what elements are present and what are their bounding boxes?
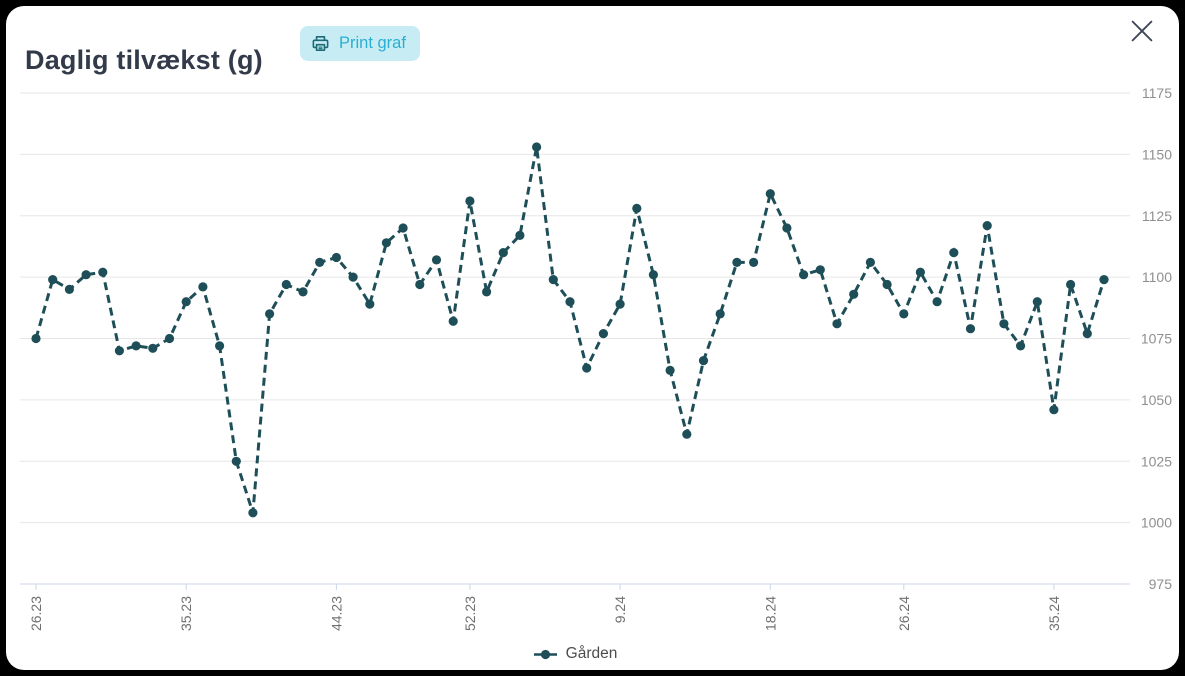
legend-marker-dot [540,649,550,659]
svg-text:1000: 1000 [1141,515,1172,531]
legend-item-gaarden[interactable]: Gården [0,641,1150,667]
series-marker-icon [533,649,558,660]
x-axis-labels: 26.23 35.23 44.23 52.23 9.24 18.24 26.24 35.24 [28,596,1062,631]
svg-text:1100: 1100 [1142,269,1172,285]
page-title: Daglig tilvækst (g) [25,45,263,76]
series-markers [31,142,1109,518]
svg-text:1025: 1025 [1141,453,1172,469]
growth-chart-svg: 975 1000 1025 1050 1075 1100 1125 1150 1175 26.23… [20,85,1172,631]
svg-text:9.24: 9.24 [612,596,628,623]
svg-text:26.23: 26.23 [28,596,44,631]
svg-text:35.23: 35.23 [178,596,194,631]
svg-text:1150: 1150 [1142,146,1172,162]
svg-text:44.23: 44.23 [328,596,344,631]
legend-label: Gården [565,645,618,662]
print-graph-button[interactable]: Print graf [300,26,420,61]
svg-text:35.24: 35.24 [1046,596,1062,631]
svg-text:1125: 1125 [1142,208,1172,224]
y-axis-labels: 975 1000 1025 1050 1075 1100 1125 1150 1175 [1141,85,1172,592]
svg-text:1075: 1075 [1141,331,1172,347]
svg-text:1175: 1175 [1142,85,1172,101]
svg-text:1050: 1050 [1141,392,1172,408]
gridlines [20,92,1130,585]
series-line [34,146,1106,514]
svg-text:26.24: 26.24 [896,596,912,631]
svg-text:975: 975 [1149,576,1173,592]
print-button-label: Print graf [339,34,406,52]
close-button[interactable] [1127,15,1159,47]
close-icon [1127,16,1159,46]
svg-text:52.23: 52.23 [462,596,478,631]
svg-text:18.24: 18.24 [762,596,778,631]
x-axis-ticks [35,584,1055,590]
printer-icon [311,34,330,53]
